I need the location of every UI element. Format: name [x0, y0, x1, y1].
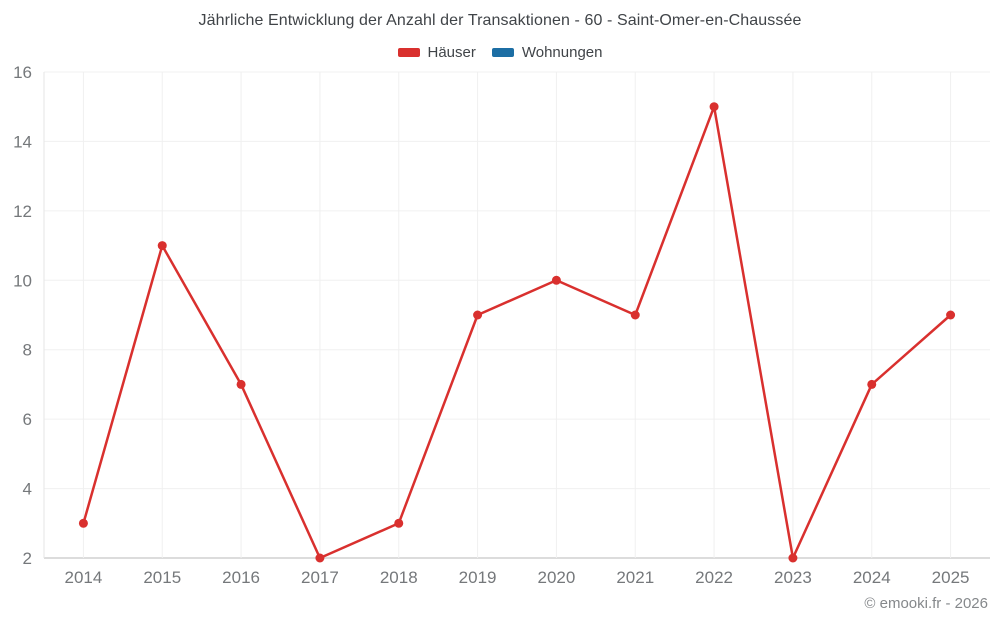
- data-point-Häuser-2021[interactable]: [630, 310, 640, 320]
- data-point-Häuser-2020[interactable]: [551, 275, 561, 285]
- x-axis-tick-2025: 2025: [932, 568, 970, 587]
- legend-label-hauser: Häuser: [427, 44, 476, 61]
- y-axis-tick-16: 16: [13, 63, 32, 82]
- series-line-Häuser: [82, 105, 952, 560]
- legend-item-hauser[interactable]: Häuser: [397, 44, 476, 61]
- legend-item-wohnungen[interactable]: Wohnungen: [491, 44, 603, 61]
- y-axis-tick-4: 4: [23, 480, 32, 499]
- data-point-Häuser-2018[interactable]: [394, 518, 404, 528]
- data-point-Häuser-2024[interactable]: [867, 379, 877, 389]
- data-point-Häuser-2023[interactable]: [788, 553, 798, 563]
- data-point-Häuser-2015[interactable]: [157, 241, 167, 251]
- x-axis-tick-2022: 2022: [695, 568, 733, 587]
- x-axis-tick-2016: 2016: [222, 568, 260, 587]
- x-axis-tick-2024: 2024: [853, 568, 891, 587]
- data-point-Häuser-2019[interactable]: [473, 310, 483, 320]
- y-axis-tick-8: 8: [23, 341, 32, 360]
- y-axis-tick-12: 12: [13, 202, 32, 221]
- x-axis-tick-2018: 2018: [380, 568, 418, 587]
- y-axis-tick-10: 10: [13, 271, 32, 290]
- x-axis-tick-2020: 2020: [538, 568, 576, 587]
- copyright-text: © emooki.fr - 2026: [864, 595, 988, 612]
- data-point-Häuser-2017[interactable]: [315, 553, 325, 563]
- x-axis-tick-2017: 2017: [301, 568, 339, 587]
- hauser-legend-swatch-icon: [397, 48, 420, 57]
- x-axis-tick-2023: 2023: [774, 568, 812, 587]
- x-axis-tick-2021: 2021: [616, 568, 654, 587]
- y-axis-tick-14: 14: [13, 132, 32, 151]
- chart-legend: Häuser Wohnungen: [0, 44, 1000, 61]
- chart-title: Jährliche Entwicklung der Anzahl der Tra…: [198, 12, 802, 29]
- data-point-Häuser-2022[interactable]: [709, 102, 719, 112]
- legend-label-wohnungen: Wohnungen: [521, 44, 603, 61]
- x-axis-tick-2014: 2014: [65, 568, 103, 587]
- wohnungen-legend-swatch-icon: [491, 48, 514, 57]
- data-point-Häuser-2014[interactable]: [78, 518, 88, 528]
- y-axis-tick-2: 2: [23, 549, 32, 568]
- data-point-Häuser-2025[interactable]: [946, 310, 956, 320]
- x-axis-tick-2019: 2019: [459, 568, 497, 587]
- data-point-Häuser-2016[interactable]: [236, 379, 246, 389]
- y-axis-tick-6: 6: [23, 410, 32, 429]
- x-axis-tick-2015: 2015: [143, 568, 181, 587]
